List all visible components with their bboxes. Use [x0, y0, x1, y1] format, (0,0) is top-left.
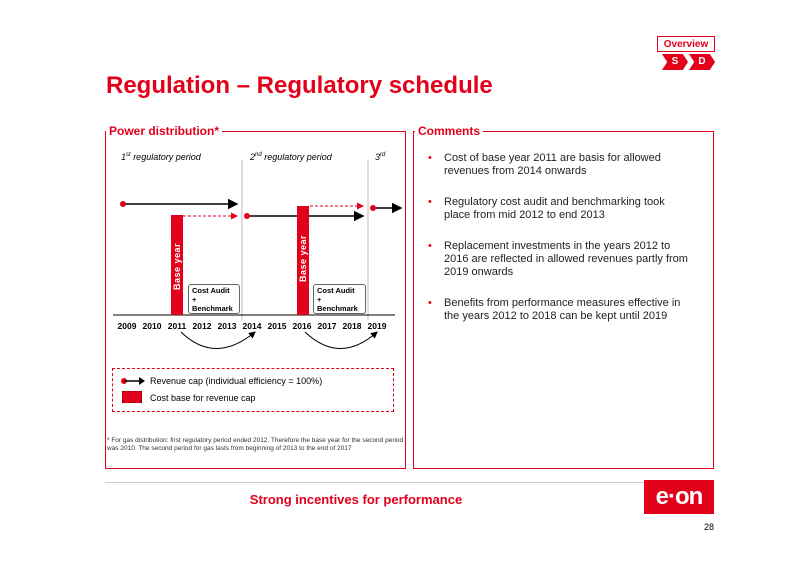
legend-cost-base-icon [122, 391, 142, 403]
base-year-bar-2011 [171, 215, 183, 315]
period-3-label: 3rd [375, 152, 386, 162]
regulatory-timeline [113, 160, 403, 349]
power-distribution-title: Power distribution* [106, 124, 223, 138]
page-title: Regulation – Regulatory schedule [106, 72, 493, 99]
base-year-label-2011: Base year [172, 242, 182, 290]
base-year-label-2016: Base year [298, 234, 308, 282]
cost-audit-box-2: Cost Audit + Benchmark [313, 284, 366, 314]
nav-step-d[interactable]: D [689, 54, 715, 70]
page-number: 28 [703, 522, 714, 532]
comment-item: • Replacement investments in the years 20… [428, 240, 688, 278]
comment-item: • Regulatory cost audit and benchmarking … [428, 196, 665, 221]
year-label: 2016 [292, 321, 312, 331]
bullet-icon: • [428, 152, 432, 164]
comment-item: • Cost of base year 2011 are basis for al… [428, 152, 661, 177]
cost-audit-box-1: Cost Audit + Benchmark [188, 284, 240, 314]
comment-item: • Benefits from performance measures effe… [428, 297, 681, 322]
footer-divider [105, 482, 714, 483]
year-label: 2010 [142, 321, 162, 331]
legend-box [112, 368, 394, 412]
comments-title: Comments [415, 124, 484, 138]
comments-list: • Cost of base year 2011 are basis for al… [428, 152, 690, 341]
bullet-icon: • [428, 196, 432, 208]
year-label: 2017 [317, 321, 337, 331]
year-label: 2009 [117, 321, 137, 331]
bullet-icon: • [428, 240, 432, 252]
overview-tab[interactable]: Overview [657, 36, 715, 52]
year-label: 2018 [342, 321, 362, 331]
bullet-icon: • [428, 297, 432, 309]
revenue-cap-start-dot-2 [244, 213, 250, 219]
legend-revenue-cap-icon [121, 377, 145, 385]
year-label: 2019 [367, 321, 387, 331]
legend-cost-base-label: Cost base for revenue cap [150, 393, 256, 403]
year-label: 2013 [217, 321, 237, 331]
curved-arrow-1 [180, 331, 256, 349]
year-label: 2011 [167, 321, 187, 331]
period-2-label: 2nd regulatory period [250, 152, 332, 162]
year-label: 2014 [242, 321, 262, 331]
footnote: * For gas distribution: first regulatory… [107, 437, 404, 452]
legend-revenue-cap-label: Revenue cap (individual efficiency = 100… [150, 376, 323, 386]
period-1-label: 1st regulatory period [121, 152, 201, 162]
nav-step-s[interactable]: S [662, 54, 688, 70]
tagline: Strong incentives for performance [249, 492, 463, 507]
comments-panel [413, 131, 714, 469]
base-year-bar-2016 [297, 206, 309, 315]
revenue-cap-start-dot-3 [370, 205, 376, 211]
revenue-cap-start-dot-1 [120, 201, 126, 207]
year-label: 2012 [192, 321, 212, 331]
power-distribution-panel [105, 131, 406, 469]
year-label: 2015 [267, 321, 287, 331]
eon-logo: e·on [644, 480, 714, 514]
curved-arrow-2 [304, 331, 378, 349]
